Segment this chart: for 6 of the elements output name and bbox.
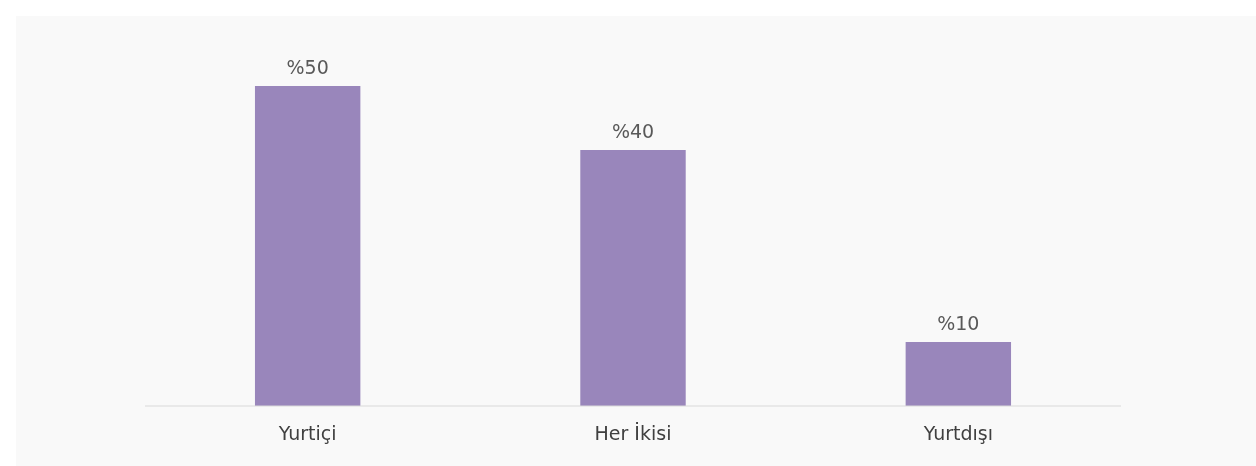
data-label: %10 (937, 312, 980, 334)
data-label: %40 (611, 120, 655, 142)
x-tick-label: Yurtdışı (922, 422, 993, 444)
x-tick-label: Her İkisi (594, 422, 672, 444)
data-label: %50 (286, 56, 329, 78)
x-tick-label: Yurtiçi (277, 422, 337, 444)
